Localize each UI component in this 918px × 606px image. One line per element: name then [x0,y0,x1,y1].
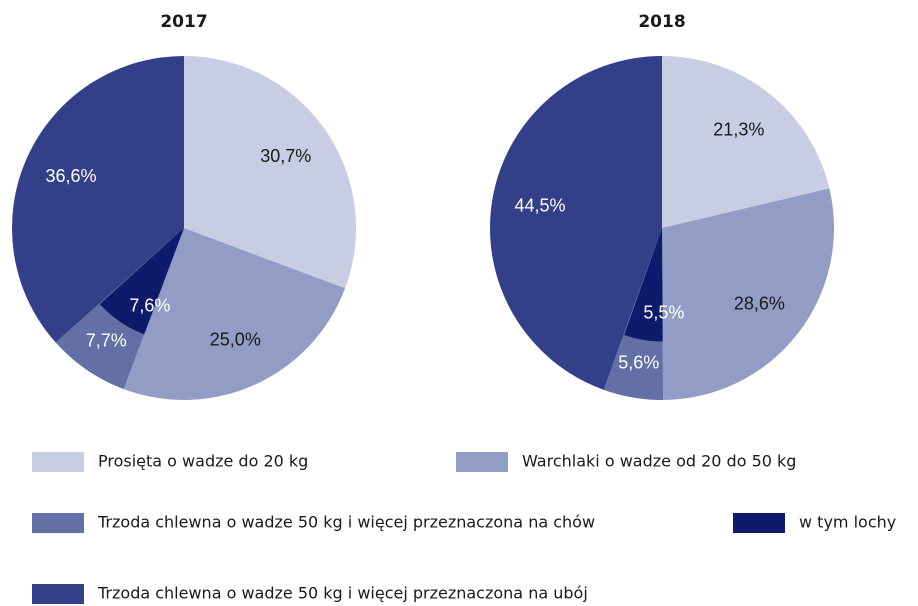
legend-swatch [32,513,84,533]
data-label: 7,6% [129,296,170,316]
legend-label: Prosięta o wadze do 20 kg [98,452,308,471]
data-label: 5,5% [643,303,684,323]
data-label: 44,5% [514,195,565,215]
pie-slice [662,188,834,400]
data-label: 25,0% [210,329,261,349]
pie-slice [123,228,346,400]
data-label: 36,6% [45,166,96,186]
chart-title: 2017 [160,12,207,32]
pie-slice [662,56,830,228]
legend-swatch [456,452,508,472]
data-label: 21,3% [713,120,764,140]
legend-label: Trzoda chlewna o wadze 50 kg i więcej pr… [97,513,595,532]
data-label: 30,7% [260,146,311,166]
pie-slice [184,56,357,289]
legend-label: w tym lochy [799,513,896,532]
pie-sub-slice [624,228,663,342]
chart-title: 2018 [638,12,685,32]
legend-label: Trzoda chlewna o wadze 50 kg i więcej pr… [97,584,588,603]
legend-swatch [32,452,84,472]
data-label: 5,6% [618,352,659,372]
legend-swatch [32,584,84,604]
legend-label: Warchlaki o wadze od 20 do 50 kg [522,452,796,471]
data-label: 28,6% [734,293,785,313]
data-label: 7,7% [86,330,127,350]
pie-sub-slice [99,228,184,335]
pie-slice [490,56,662,390]
legend-swatch [733,513,785,533]
pie-slice [12,56,185,343]
